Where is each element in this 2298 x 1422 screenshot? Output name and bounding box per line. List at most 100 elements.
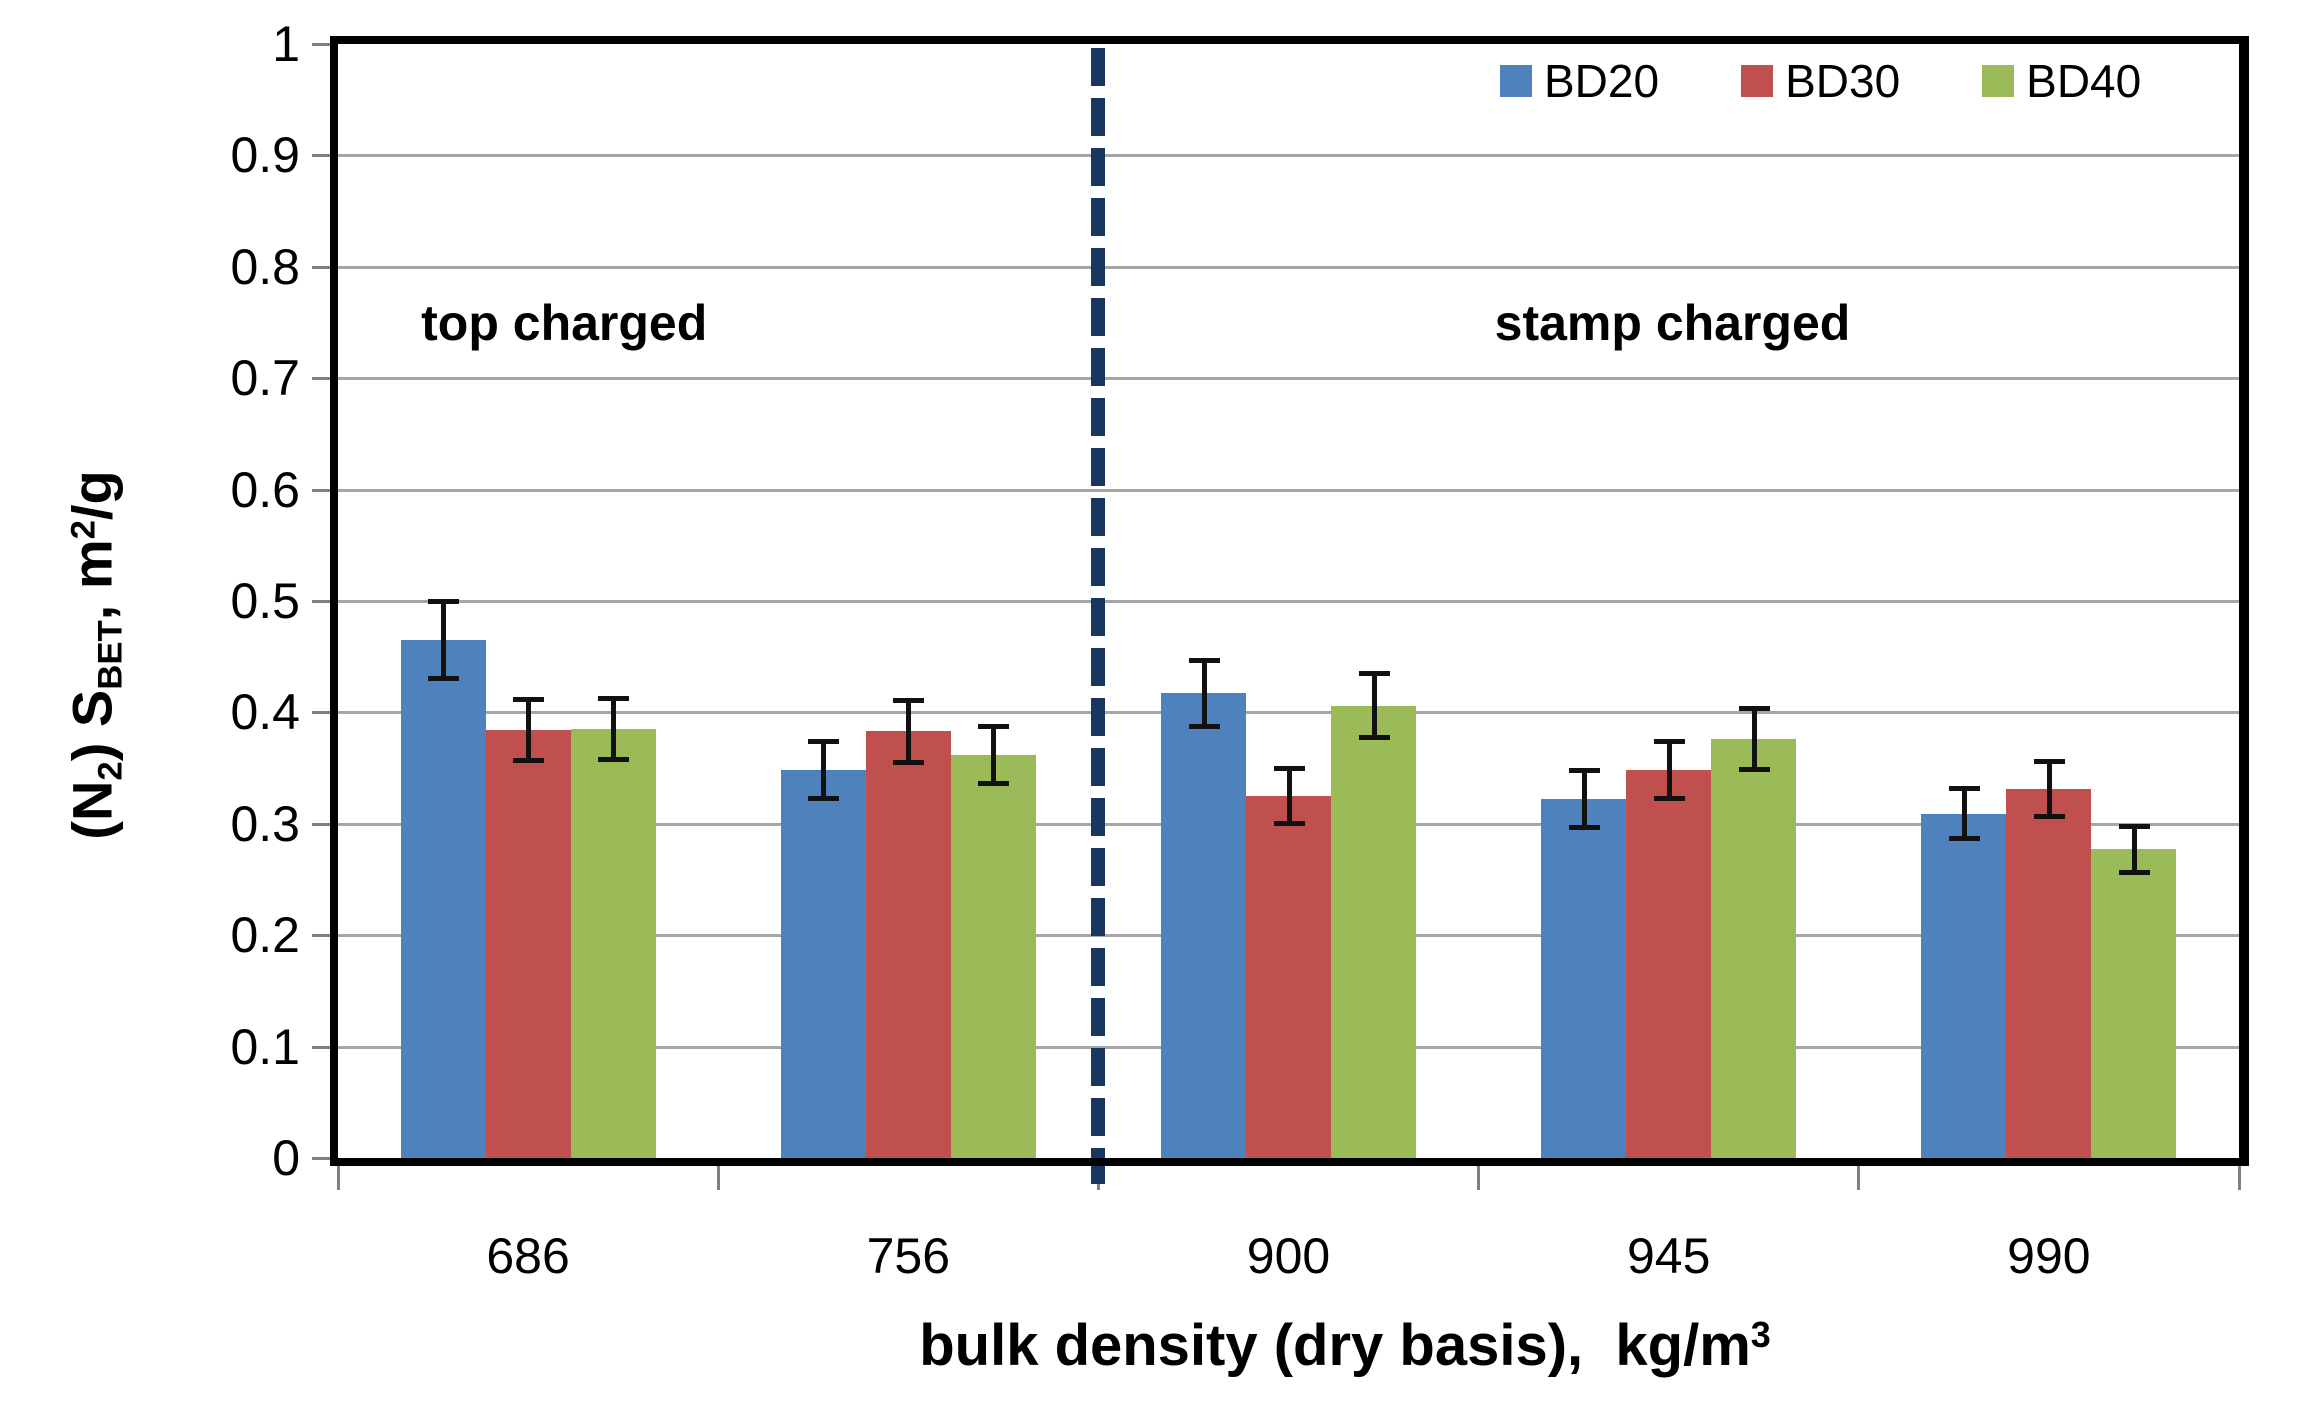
axis-title-segment: /g (60, 470, 124, 521)
y-axis-tick (312, 377, 338, 381)
axis-title-segment: BET (91, 620, 130, 690)
bar (1921, 813, 2007, 1158)
bar (1246, 795, 1331, 1158)
y-axis-tick (312, 822, 338, 826)
x-axis-tick-label: 900 (1246, 1228, 1331, 1284)
error-bar-cap (1273, 820, 1305, 826)
error-bar-cap (1738, 767, 1770, 773)
category-divider-line (1091, 48, 1106, 1184)
x-axis-tick (336, 1166, 340, 1190)
legend-item: BD30 (1741, 54, 1900, 108)
error-bar-cap (1653, 796, 1685, 802)
y-axis-tick (312, 1157, 338, 1160)
error-bar-cap (1358, 735, 1390, 741)
y-axis-tick (312, 265, 338, 269)
error-bar-cap (2033, 814, 2065, 820)
error-bar-cap (1273, 766, 1305, 772)
error-bar-cap (1948, 786, 1980, 792)
y-axis-tick (312, 600, 338, 603)
axis-title-segment: 3 (1750, 1314, 1771, 1356)
error-bar-cap (1358, 671, 1390, 677)
error-bar-cap (893, 759, 925, 765)
y-axis-tick (312, 934, 338, 938)
error-bar-cap (1738, 705, 1770, 711)
error-bar (1751, 707, 1757, 771)
y-axis-tick-label: 1 (272, 16, 300, 72)
x-axis-tick-label: 990 (2007, 1228, 2091, 1284)
bar (780, 770, 866, 1158)
legend-label: BD30 (1785, 55, 1901, 107)
gridline (338, 265, 2239, 269)
error-bar-cap (1188, 658, 1220, 664)
legend-swatch (1741, 65, 1774, 97)
x-axis-title: bulk density (dry basis), kg/m3 (919, 1312, 1771, 1379)
axis-title-segment: , m (60, 539, 124, 621)
error-bar-cap (978, 780, 1010, 786)
bar (1626, 770, 1712, 1158)
error-bar-cap (2118, 824, 2150, 830)
gridline (338, 600, 2239, 603)
gridline (338, 488, 2239, 492)
legend-label: BD40 (2026, 55, 2142, 107)
error-bar (1371, 673, 1377, 739)
error-bar (821, 741, 827, 800)
error-bar-cap (2118, 869, 2150, 875)
x-axis-tick-label: 945 (1626, 1228, 1711, 1284)
error-bar-cap (2033, 759, 2065, 765)
legend: BD20 BD30 BD40 (1500, 54, 2141, 108)
gridline (338, 711, 2239, 715)
x-axis-tick (716, 1166, 720, 1190)
bar (400, 639, 486, 1158)
bar (570, 729, 656, 1158)
y-axis-tick-label: 0.5 (230, 573, 300, 629)
y-axis-tick (312, 711, 338, 715)
error-bar (441, 601, 447, 679)
axis-title-segment: ) S (60, 689, 124, 762)
legend-item: BD40 (1982, 54, 2141, 108)
y-axis-tick-label: 0.1 (230, 1018, 300, 1075)
legend-swatch (1500, 65, 1532, 97)
y-axis-tick (312, 488, 338, 492)
error-bar (1666, 741, 1672, 800)
y-axis-tick-label: 0.6 (230, 461, 300, 518)
annotation: stamp charged (1494, 294, 1851, 351)
y-axis-tick-label: 0.7 (230, 350, 300, 407)
error-bar-cap (1188, 723, 1220, 729)
error-bar (1581, 770, 1587, 829)
axis-title-segment: 2 (64, 520, 103, 540)
error-bar-cap (1568, 825, 1600, 831)
y-axis-tick-label: 0.8 (230, 238, 300, 295)
y-axis-tick (312, 43, 338, 46)
gridline (338, 377, 2239, 381)
error-bar (1961, 788, 1967, 840)
bar (1711, 739, 1797, 1158)
bar (485, 730, 571, 1158)
axis-title-segment: (N (60, 780, 124, 840)
legend-item: BD20 (1500, 54, 1659, 108)
error-bar-cap (598, 757, 630, 763)
axis-title-segment: bulk density (dry basis), kg/m (919, 1313, 1751, 1378)
y-axis-tick-label: 0.3 (230, 795, 300, 852)
error-bar (1201, 660, 1207, 727)
x-axis-tick (1477, 1166, 1481, 1190)
error-bar-cap (978, 723, 1010, 729)
error-bar-cap (513, 697, 545, 703)
y-axis-tick (312, 154, 338, 158)
y-axis-tick-label: 0.2 (230, 907, 300, 964)
bar (950, 754, 1036, 1158)
error-bar (991, 725, 997, 784)
legend-swatch (1982, 65, 2015, 97)
error-bar-cap (808, 739, 840, 745)
gridline (338, 154, 2239, 158)
y-axis-tick-label: 0 (272, 1130, 300, 1186)
x-axis-tick (2237, 1166, 2241, 1190)
error-bar-cap (893, 698, 925, 704)
error-bar-cap (1948, 836, 1980, 842)
bar (1161, 693, 1246, 1158)
x-axis-tick-label: 756 (866, 1228, 951, 1284)
error-bar-cap (808, 796, 840, 802)
error-bar-cap (1568, 768, 1600, 774)
error-bar-cap (1653, 739, 1685, 745)
error-bar (1286, 768, 1292, 824)
